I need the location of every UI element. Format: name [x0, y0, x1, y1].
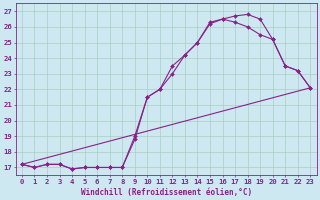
X-axis label: Windchill (Refroidissement éolien,°C): Windchill (Refroidissement éolien,°C) — [81, 188, 252, 197]
